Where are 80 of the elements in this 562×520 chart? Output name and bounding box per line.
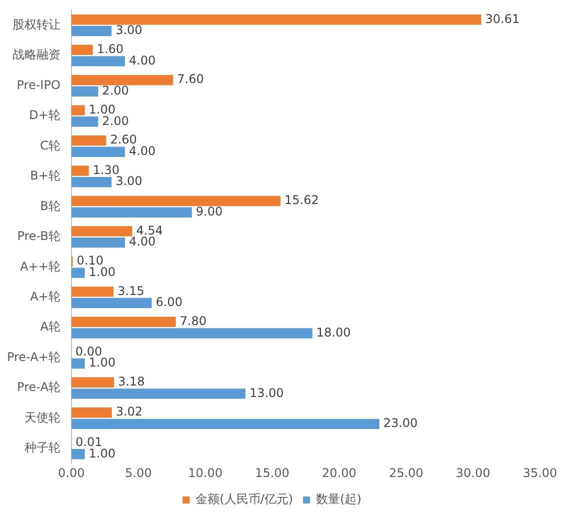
data-label: 2.00 bbox=[102, 114, 129, 128]
data-label: 7.60 bbox=[177, 72, 204, 86]
bar bbox=[71, 418, 380, 430]
bar bbox=[71, 407, 112, 418]
bar bbox=[71, 286, 114, 297]
data-label: 1.00 bbox=[88, 356, 116, 370]
legend-label: 金额(人民币/亿元) bbox=[196, 492, 294, 506]
bar bbox=[71, 298, 152, 308]
bar bbox=[71, 26, 112, 36]
bar bbox=[71, 449, 85, 460]
y-tick-label: A轮 bbox=[40, 320, 60, 334]
x-tick-label: 20.00 bbox=[322, 466, 356, 480]
y-tick-label: 天使轮 bbox=[24, 410, 60, 424]
data-label: 30.61 bbox=[485, 12, 520, 26]
data-label: 9.00 bbox=[196, 204, 223, 218]
y-tick-label: A+轮 bbox=[30, 289, 60, 304]
bar bbox=[71, 268, 85, 278]
y-tick-label: Pre-A+轮 bbox=[6, 350, 60, 364]
x-tick-label: 25.00 bbox=[388, 466, 424, 480]
bar bbox=[71, 86, 98, 97]
x-tick-label: 15.00 bbox=[255, 466, 290, 480]
bar bbox=[71, 105, 85, 116]
y-tick-label: B+轮 bbox=[30, 168, 60, 183]
y-tick-label: Pre-IPO bbox=[16, 78, 60, 92]
bar bbox=[71, 226, 132, 236]
data-label: 6.00 bbox=[156, 295, 182, 310]
x-tick-label: 10.00 bbox=[188, 466, 222, 480]
bar bbox=[71, 56, 125, 66]
data-label: 4.54 bbox=[136, 223, 163, 238]
y-tick-label: 战略融资 bbox=[12, 48, 60, 62]
bar bbox=[71, 116, 98, 127]
data-label: 3.15 bbox=[118, 284, 144, 298]
x-tick-label: 0.00 bbox=[58, 466, 85, 480]
bar bbox=[71, 135, 106, 146]
bar bbox=[71, 196, 281, 206]
data-label: 4.00 bbox=[128, 234, 156, 249]
y-tick-label: 股权转让 bbox=[12, 17, 60, 32]
legend-label: 数量(起) bbox=[316, 492, 362, 506]
data-label: 2.00 bbox=[102, 84, 129, 98]
bar bbox=[71, 146, 125, 157]
y-tick-label: B轮 bbox=[40, 198, 60, 213]
data-label: 13.00 bbox=[249, 386, 284, 400]
y-tick-label: A++轮 bbox=[20, 259, 60, 274]
y-tick-label: C轮 bbox=[40, 138, 60, 152]
data-label: 1.60 bbox=[96, 42, 124, 56]
data-label: 18.00 bbox=[316, 325, 351, 340]
data-label: 3.00 bbox=[116, 174, 142, 188]
y-tick-label: 种子轮 bbox=[24, 440, 60, 455]
bar bbox=[71, 207, 192, 218]
x-tick-label: 30.00 bbox=[456, 466, 490, 480]
data-label: 7.80 bbox=[180, 314, 207, 328]
data-label: 3.18 bbox=[118, 374, 145, 388]
x-tick-label: 35.00 bbox=[522, 466, 558, 480]
bar bbox=[71, 166, 89, 176]
bar bbox=[71, 328, 312, 338]
data-label: 2.60 bbox=[110, 132, 137, 147]
data-label: 4.00 bbox=[128, 144, 156, 158]
bar bbox=[71, 14, 482, 25]
bar bbox=[71, 388, 246, 399]
bar bbox=[71, 237, 125, 248]
y-tick-label: Pre-A轮 bbox=[17, 380, 60, 394]
bar bbox=[71, 44, 93, 55]
bar bbox=[71, 75, 174, 86]
bar bbox=[71, 177, 112, 188]
data-label: 0.01 bbox=[76, 434, 102, 449]
data-label: 3.02 bbox=[116, 404, 143, 419]
y-tick-label: Pre-B轮 bbox=[17, 229, 60, 244]
bar bbox=[71, 358, 85, 369]
data-label: 1.00 bbox=[88, 102, 116, 116]
data-label: 0.00 bbox=[75, 344, 102, 358]
data-label: 1.30 bbox=[92, 162, 120, 177]
y-tick-label: D+轮 bbox=[29, 108, 60, 122]
data-label: 15.62 bbox=[284, 193, 319, 208]
bar bbox=[71, 316, 176, 328]
data-label: 3.00 bbox=[116, 23, 142, 38]
x-tick-label: 5.00 bbox=[124, 466, 152, 480]
data-label: 4.00 bbox=[128, 53, 156, 68]
data-label: 23.00 bbox=[383, 416, 418, 430]
bar bbox=[71, 377, 114, 388]
data-label: 1.00 bbox=[88, 446, 116, 460]
